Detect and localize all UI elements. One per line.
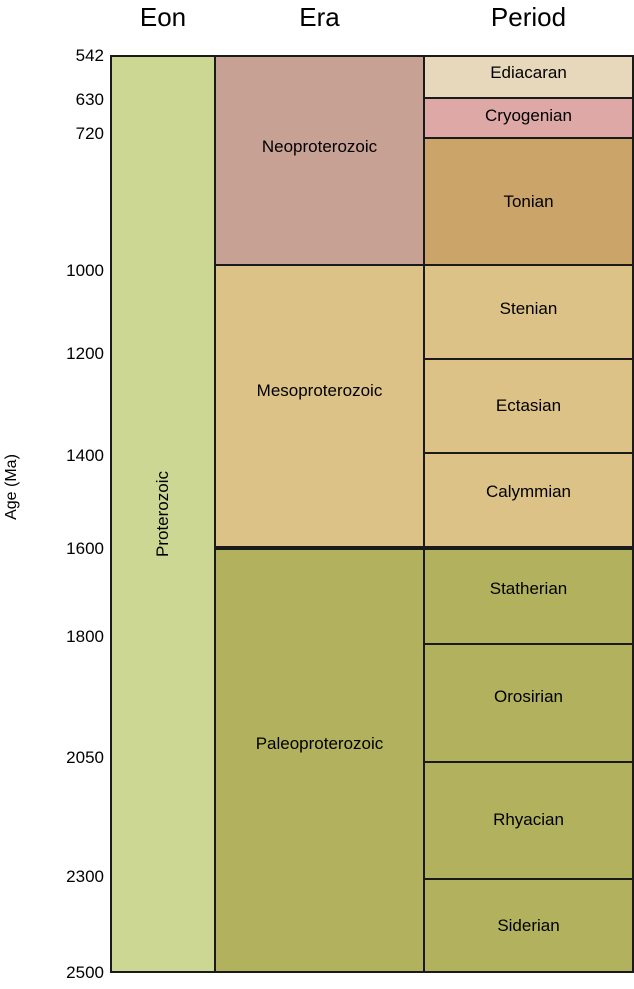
- eon-proterozoic: Proterozoic: [110, 55, 216, 973]
- era-label: Paleoproterozoic: [255, 734, 384, 753]
- period-label: Siderian: [497, 916, 560, 935]
- y-tick: 1600: [66, 539, 104, 558]
- era-mesoproterozoic: Mesoproterozoic: [214, 264, 425, 548]
- period-label: Cryogenian: [485, 106, 572, 125]
- header-eon: Eon: [139, 2, 187, 32]
- era-paleoproterozoic: Paleoproterozoic: [214, 548, 425, 973]
- y-tick: 542: [75, 46, 104, 65]
- y-tick: 630: [75, 90, 104, 109]
- y-tick: 2500: [66, 963, 104, 982]
- period-statherian: Statherian: [423, 548, 634, 645]
- y-tick: 1400: [66, 446, 104, 465]
- period-stenian: Stenian: [423, 264, 634, 360]
- era-label: Neoproterozoic: [261, 137, 378, 156]
- period-label: Rhyacian: [493, 810, 564, 829]
- y-tick: 2300: [66, 867, 104, 886]
- period-ectasian: Ectasian: [423, 358, 634, 454]
- era-neoproterozoic: Neoproterozoic: [214, 55, 425, 266]
- period-label: Ediacaran: [490, 63, 567, 82]
- y-axis-label: Age (Ma): [3, 454, 20, 520]
- period-label: Statherian: [489, 579, 568, 598]
- period-label: Orosirian: [494, 687, 563, 706]
- y-tick: 1000: [66, 261, 104, 280]
- eon-label: Proterozoic: [152, 471, 172, 557]
- period-label: Calymmian: [485, 482, 572, 501]
- y-tick: 1200: [66, 344, 104, 363]
- period-calymmian: Calymmian: [423, 452, 634, 548]
- era-label: Mesoproterozoic: [256, 381, 383, 400]
- period-ediacaran: Ediacaran: [423, 55, 634, 100]
- period-cryogenian: Cryogenian: [423, 97, 634, 140]
- header-period: Period: [490, 2, 567, 32]
- period-siderian: Siderian: [423, 878, 634, 973]
- period-label: Ectasian: [495, 396, 562, 415]
- period-orosirian: Orosirian: [423, 643, 634, 763]
- y-tick: 1800: [66, 627, 104, 646]
- period-rhyacian: Rhyacian: [423, 761, 634, 881]
- period-label: Tonian: [503, 191, 554, 211]
- y-tick: 720: [75, 124, 104, 143]
- y-tick: 2050: [66, 748, 104, 767]
- period-tonian: Tonian: [423, 137, 634, 266]
- period-label: Stenian: [499, 299, 558, 318]
- header-era: Era: [299, 2, 340, 32]
